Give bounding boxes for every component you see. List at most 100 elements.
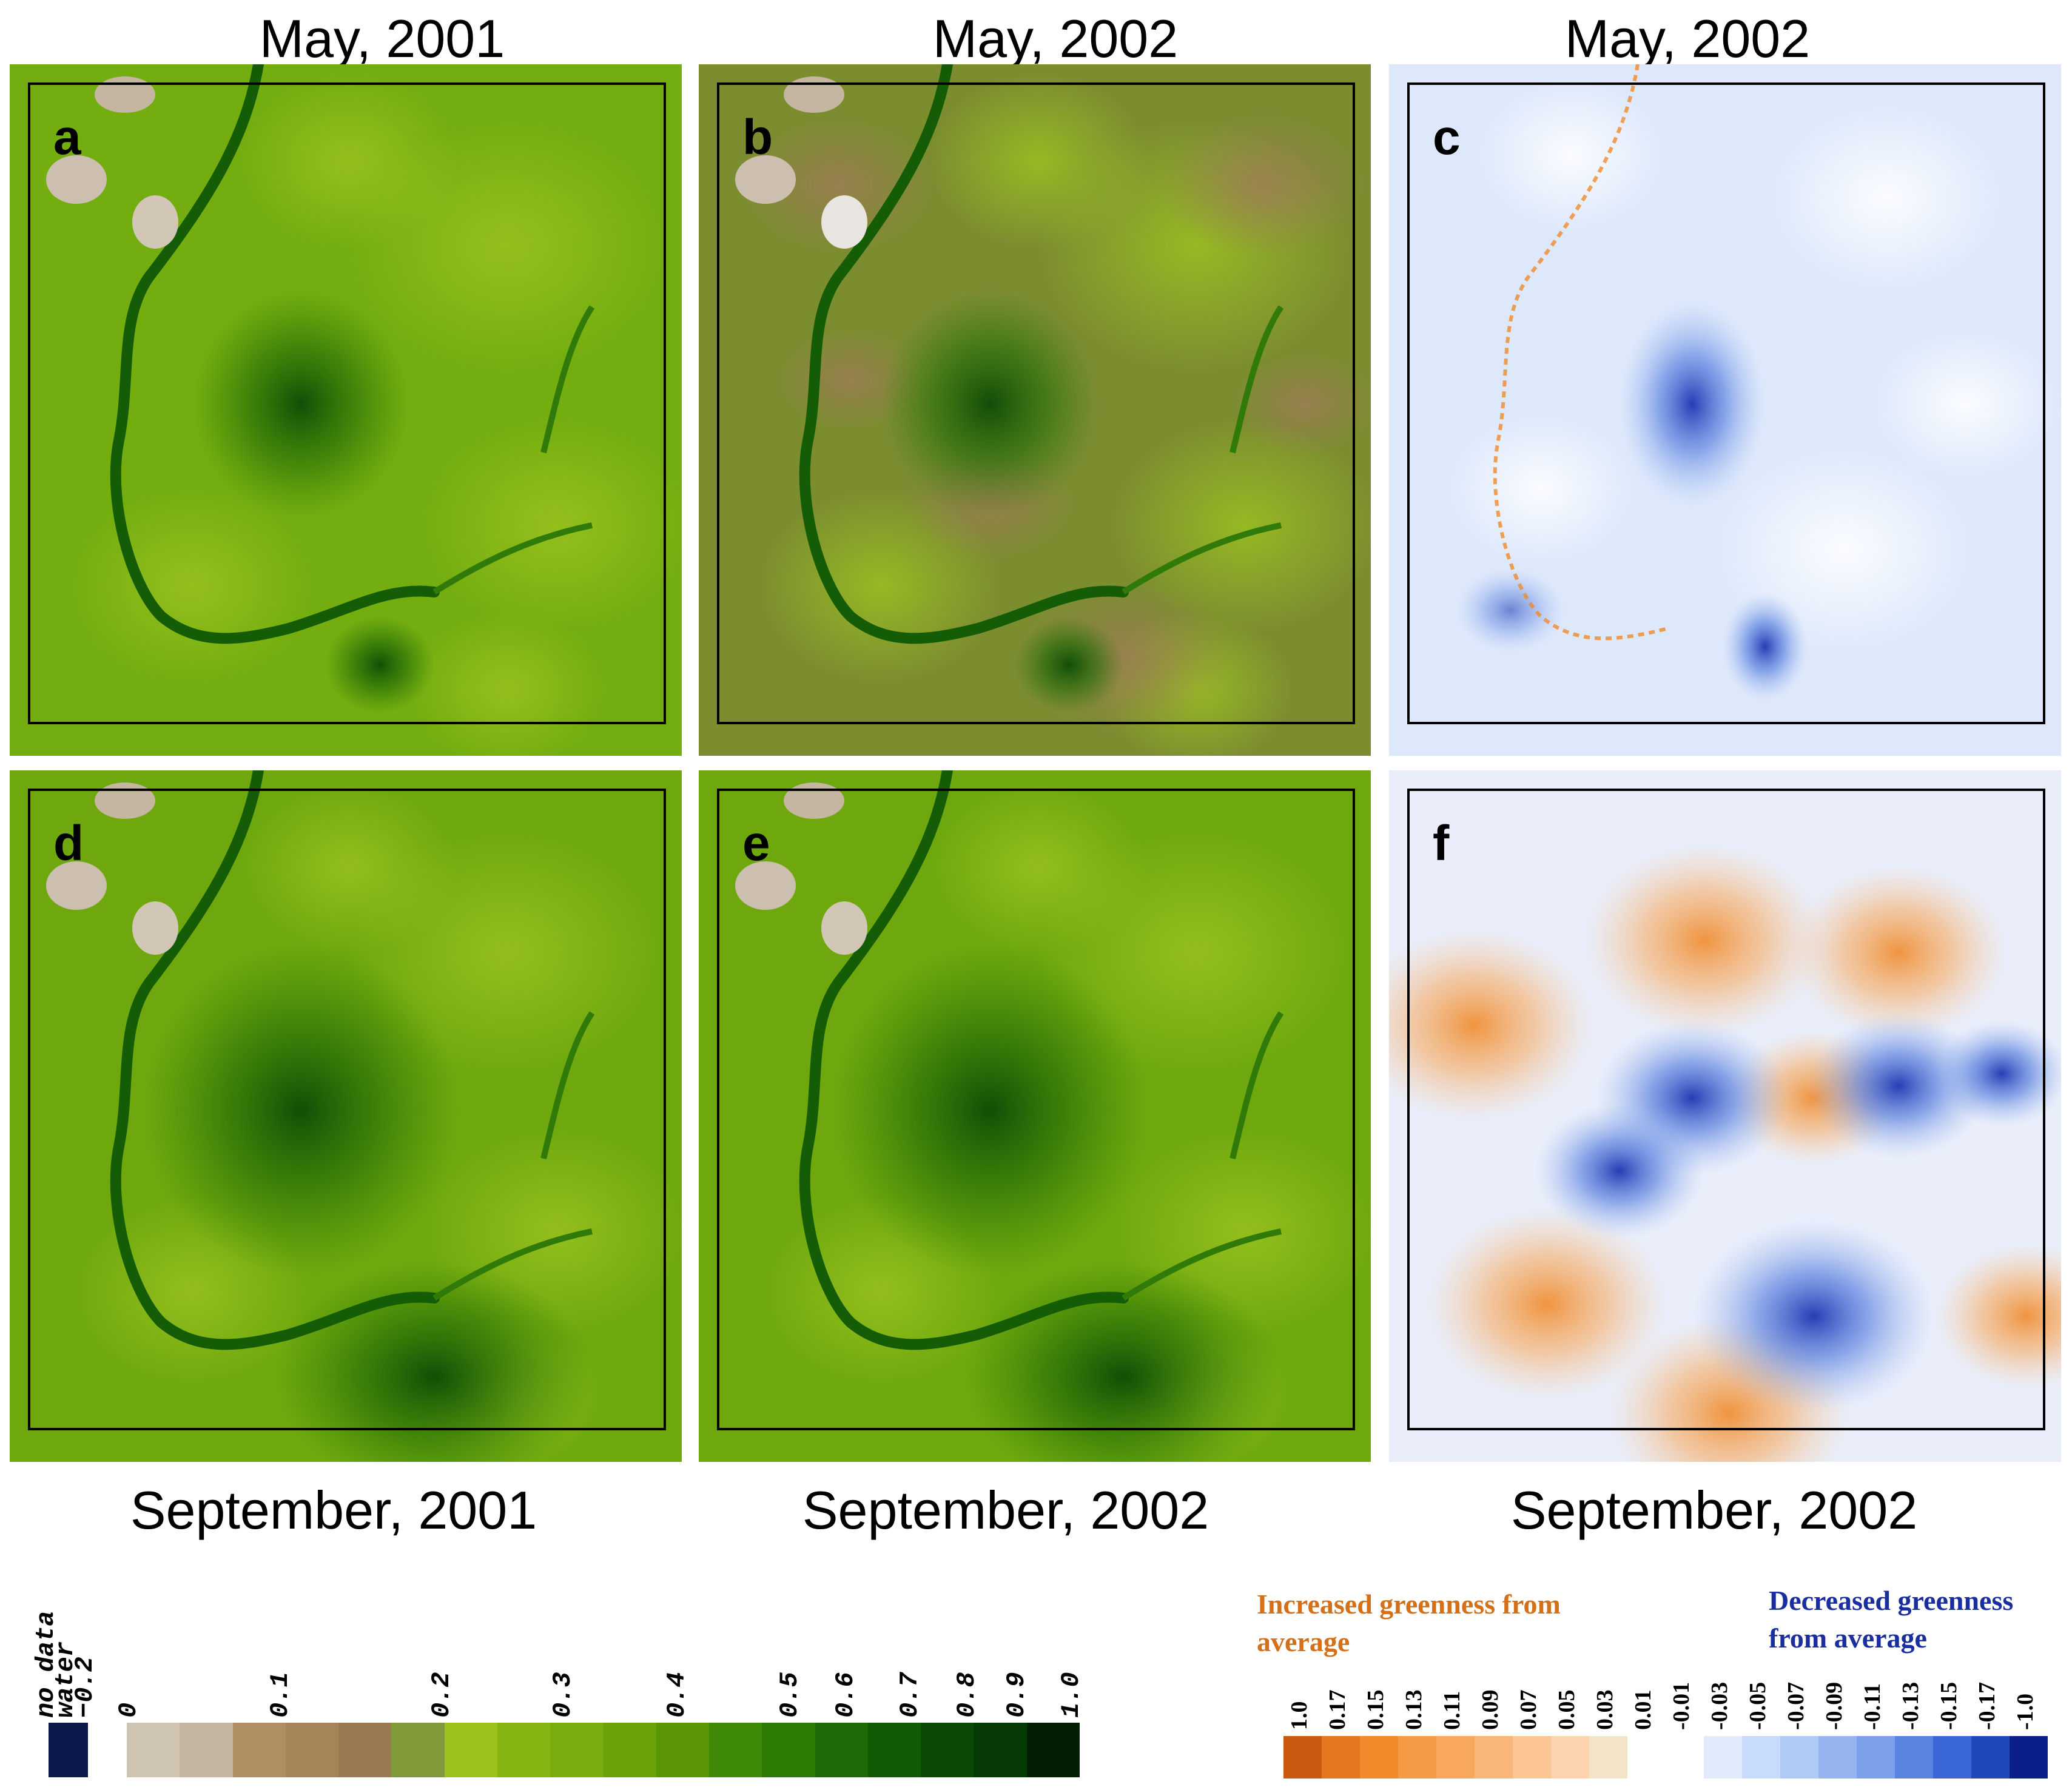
- ndvi-swatch: [815, 1723, 868, 1777]
- dense-forest-core: [881, 289, 1099, 519]
- ndvi-swatch: [1026, 1723, 1080, 1777]
- no-data-area: [132, 195, 178, 249]
- map-panel-d: [10, 770, 682, 1462]
- difference-color-bar: [1283, 1736, 2048, 1779]
- ndvi-color-bar: [49, 1723, 1080, 1777]
- title-may-2001: May, 2001: [259, 8, 505, 69]
- ndvi-swatch: [391, 1723, 445, 1777]
- increased-greenness-area: [1389, 928, 1595, 1122]
- dense-forest-patch: [325, 616, 434, 713]
- near-average-area: [1868, 326, 2061, 482]
- decreased-greenness-area: [1692, 1219, 1935, 1413]
- difference-tick-label: -0.13: [1897, 1681, 1923, 1730]
- ndvi-tick-0-6: 0.6: [831, 1672, 860, 1718]
- ndvi-swatch: [497, 1723, 551, 1777]
- ndvi-swatch: [444, 1723, 498, 1777]
- ndvi-swatch: [921, 1723, 974, 1777]
- ndvi-swatch: [974, 1723, 1027, 1777]
- panel-label-b: b: [742, 110, 773, 165]
- dry-soil-patch: [1160, 113, 1366, 258]
- stream-channel: [1122, 305, 1284, 595]
- difference-swatch: [1436, 1736, 1475, 1779]
- difference-tick-label: 0.01: [1630, 1689, 1656, 1731]
- difference-swatch: [1322, 1736, 1360, 1779]
- no-data-area: [735, 861, 796, 910]
- difference-tick-label: 0.17: [1324, 1689, 1350, 1731]
- difference-swatch: [1857, 1736, 1895, 1779]
- difference-tick-label: 0.13: [1401, 1689, 1427, 1731]
- decreased-greenness-area: [1620, 301, 1765, 507]
- difference-swatch: [1971, 1736, 2010, 1779]
- no-data-area: [46, 155, 107, 204]
- difference-tick-label: -0.11: [1859, 1683, 1885, 1730]
- light-vegetation-patch: [410, 611, 604, 756]
- difference-swatch: [1360, 1736, 1398, 1779]
- no-data-area: [821, 195, 867, 249]
- difference-tick-label: 0.05: [1553, 1689, 1579, 1731]
- ndvi-swatch: [762, 1723, 815, 1777]
- increased-greenness-area: [1789, 865, 2008, 1040]
- ndvi-swatch: [180, 1723, 233, 1777]
- ndvi-tick-minus-0-2: −0.2: [70, 1657, 99, 1718]
- near-average-area: [1444, 411, 1638, 567]
- dry-soil-patch: [1233, 353, 1371, 455]
- ndvi-swatch: [709, 1723, 762, 1777]
- decreased-greenness-area: [1456, 568, 1565, 653]
- difference-swatch: [1933, 1736, 1971, 1779]
- panel-label-f: f: [1433, 816, 1450, 871]
- dense-forest-core: [832, 944, 1148, 1276]
- river-channel: [799, 64, 1129, 644]
- difference-tick-label: -1.0: [2012, 1693, 2038, 1730]
- difference-swatch: [1513, 1736, 1551, 1779]
- panel-label-e: e: [742, 816, 770, 871]
- dry-soil-patch: [741, 118, 935, 254]
- difference-tick-label: -0.17: [1974, 1681, 2000, 1730]
- ndvi-tick-1-0: 1.0: [1057, 1672, 1086, 1718]
- increased-greenness-area: [1935, 1243, 2061, 1389]
- dense-forest-core: [192, 289, 410, 519]
- near-average-area: [1474, 78, 1668, 233]
- ndvi-tick-0: 0: [114, 1702, 143, 1718]
- light-vegetation-patch: [1111, 419, 1371, 632]
- decreased-greenness-area: [1935, 1020, 2061, 1127]
- increased-greenness-label: Increased greenness from average: [1257, 1589, 1561, 1657]
- difference-swatch: [1704, 1736, 1742, 1779]
- ndvi-tick-0-9: 0.9: [1002, 1672, 1031, 1718]
- panel-label-d: d: [53, 816, 84, 871]
- ndvi-swatch: [232, 1723, 286, 1777]
- river-channel: [110, 770, 440, 1350]
- panel-label-c: c: [1433, 110, 1461, 165]
- difference-swatch: [1589, 1736, 1627, 1779]
- title-september-2002-diff: September, 2002: [1510, 1480, 1918, 1540]
- no-data-area: [95, 76, 155, 113]
- map-panel-f: [1389, 770, 2061, 1462]
- dense-forest-patch: [1014, 616, 1123, 713]
- no-data-area: [132, 901, 178, 955]
- river-edge-increase: [1493, 64, 1669, 641]
- difference-swatch: [1666, 1736, 1704, 1779]
- difference-tick-label: 0.11: [1439, 1691, 1465, 1730]
- no-data-area: [784, 782, 844, 819]
- river-channel: [799, 770, 1129, 1350]
- river-channel: [110, 64, 440, 644]
- title-may-2002-diff: May, 2002: [1564, 8, 1811, 69]
- ndvi-tick-0-5: 0.5: [775, 1672, 804, 1718]
- light-vegetation-patch: [422, 419, 682, 632]
- difference-tick-label: -0.01: [1668, 1681, 1694, 1730]
- light-vegetation-patch: [929, 780, 1148, 955]
- stream-channel: [432, 305, 595, 595]
- no-data-area: [784, 76, 844, 113]
- difference-swatch: [2010, 1736, 2048, 1779]
- ndvi-tick-0-1: 0.1: [266, 1672, 295, 1718]
- light-vegetation-patch: [929, 74, 1148, 249]
- ndvi-tick-0-7: 0.7: [895, 1672, 924, 1718]
- map-panel-a: [10, 64, 682, 756]
- difference-tick-label: -0.05: [1744, 1681, 1771, 1730]
- no-data-area: [46, 861, 107, 910]
- difference-tick-label: 1.0: [1286, 1701, 1312, 1731]
- dense-forest-core: [143, 944, 459, 1276]
- decreased-greenness-area: [1723, 592, 1808, 701]
- no-data-area: [95, 782, 155, 819]
- ndvi-tick-0-3: 0.3: [548, 1672, 577, 1718]
- ndvi-swatch: [656, 1723, 710, 1777]
